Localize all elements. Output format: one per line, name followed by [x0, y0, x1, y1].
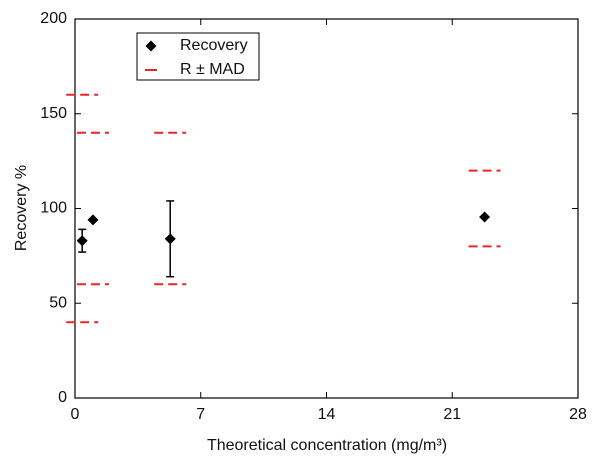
y-tick-label: 0 — [58, 389, 67, 406]
y-tick-label: 200 — [40, 10, 67, 27]
y-tick-label: 50 — [49, 294, 67, 311]
y-tick-label: 100 — [40, 200, 67, 217]
legend-label: R ± MAD — [180, 61, 245, 78]
x-axis-label: Theoretical concentration (mg/m³) — [207, 437, 447, 454]
point — [87, 214, 99, 226]
point — [479, 211, 491, 223]
legend-box — [136, 32, 260, 81]
point — [76, 235, 88, 247]
x-tick-label: 14 — [318, 406, 336, 423]
y-axis-label: Recovery % — [13, 165, 30, 251]
x-tick-label: 21 — [443, 406, 461, 423]
point — [164, 233, 176, 245]
x-tick-label: 0 — [71, 406, 80, 423]
legend-label: Recovery — [180, 37, 248, 54]
x-tick-label: 28 — [569, 406, 587, 423]
y-tick-label: 150 — [40, 105, 67, 122]
legend-marker — [145, 40, 157, 52]
x-tick-label: 7 — [196, 406, 205, 423]
